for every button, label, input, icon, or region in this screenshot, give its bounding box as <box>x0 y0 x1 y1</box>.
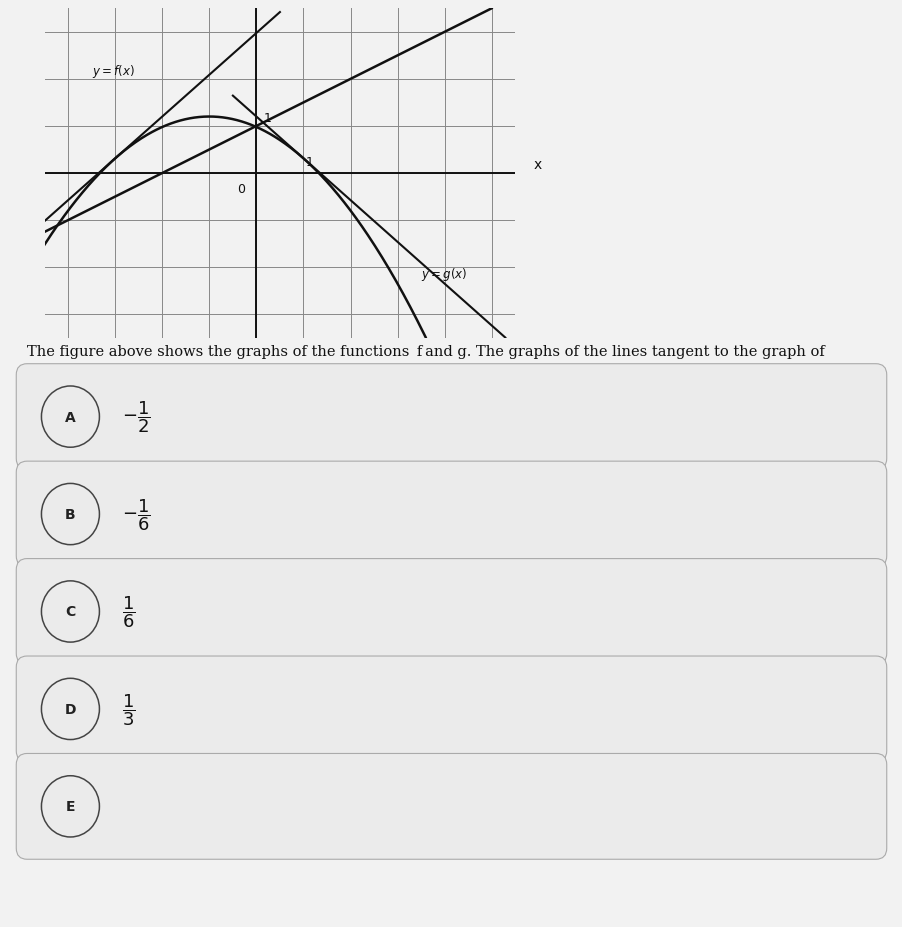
Text: $-\dfrac{1}{2}$: $-\dfrac{1}{2}$ <box>122 400 151 435</box>
Text: $y = f(x)$: $y = f(x)$ <box>92 63 134 80</box>
Text: g at x = −3 and x = 1 are also shown. If B (x) = g (f (x)) , what is B′(−3) ?: g at x = −3 and x = 1 are also shown. If… <box>27 373 564 387</box>
Text: E: E <box>66 799 75 814</box>
Text: 1: 1 <box>306 156 313 169</box>
Text: B: B <box>65 507 76 522</box>
Text: $y = g(x)$: $y = g(x)$ <box>420 265 467 282</box>
Text: A: A <box>65 410 76 425</box>
Text: $\dfrac{1}{6}$: $\dfrac{1}{6}$ <box>122 594 135 629</box>
Text: D: D <box>65 702 76 717</box>
Text: 0: 0 <box>236 184 244 197</box>
Text: $-\dfrac{1}{6}$: $-\dfrac{1}{6}$ <box>122 497 151 532</box>
Text: 1: 1 <box>263 111 271 124</box>
Text: $\dfrac{1}{3}$: $\dfrac{1}{3}$ <box>122 692 135 727</box>
Text: The figure above shows the graphs of the functions  f and g. The graphs of the l: The figure above shows the graphs of the… <box>27 345 824 359</box>
Text: x: x <box>533 158 542 171</box>
Text: C: C <box>65 604 76 619</box>
